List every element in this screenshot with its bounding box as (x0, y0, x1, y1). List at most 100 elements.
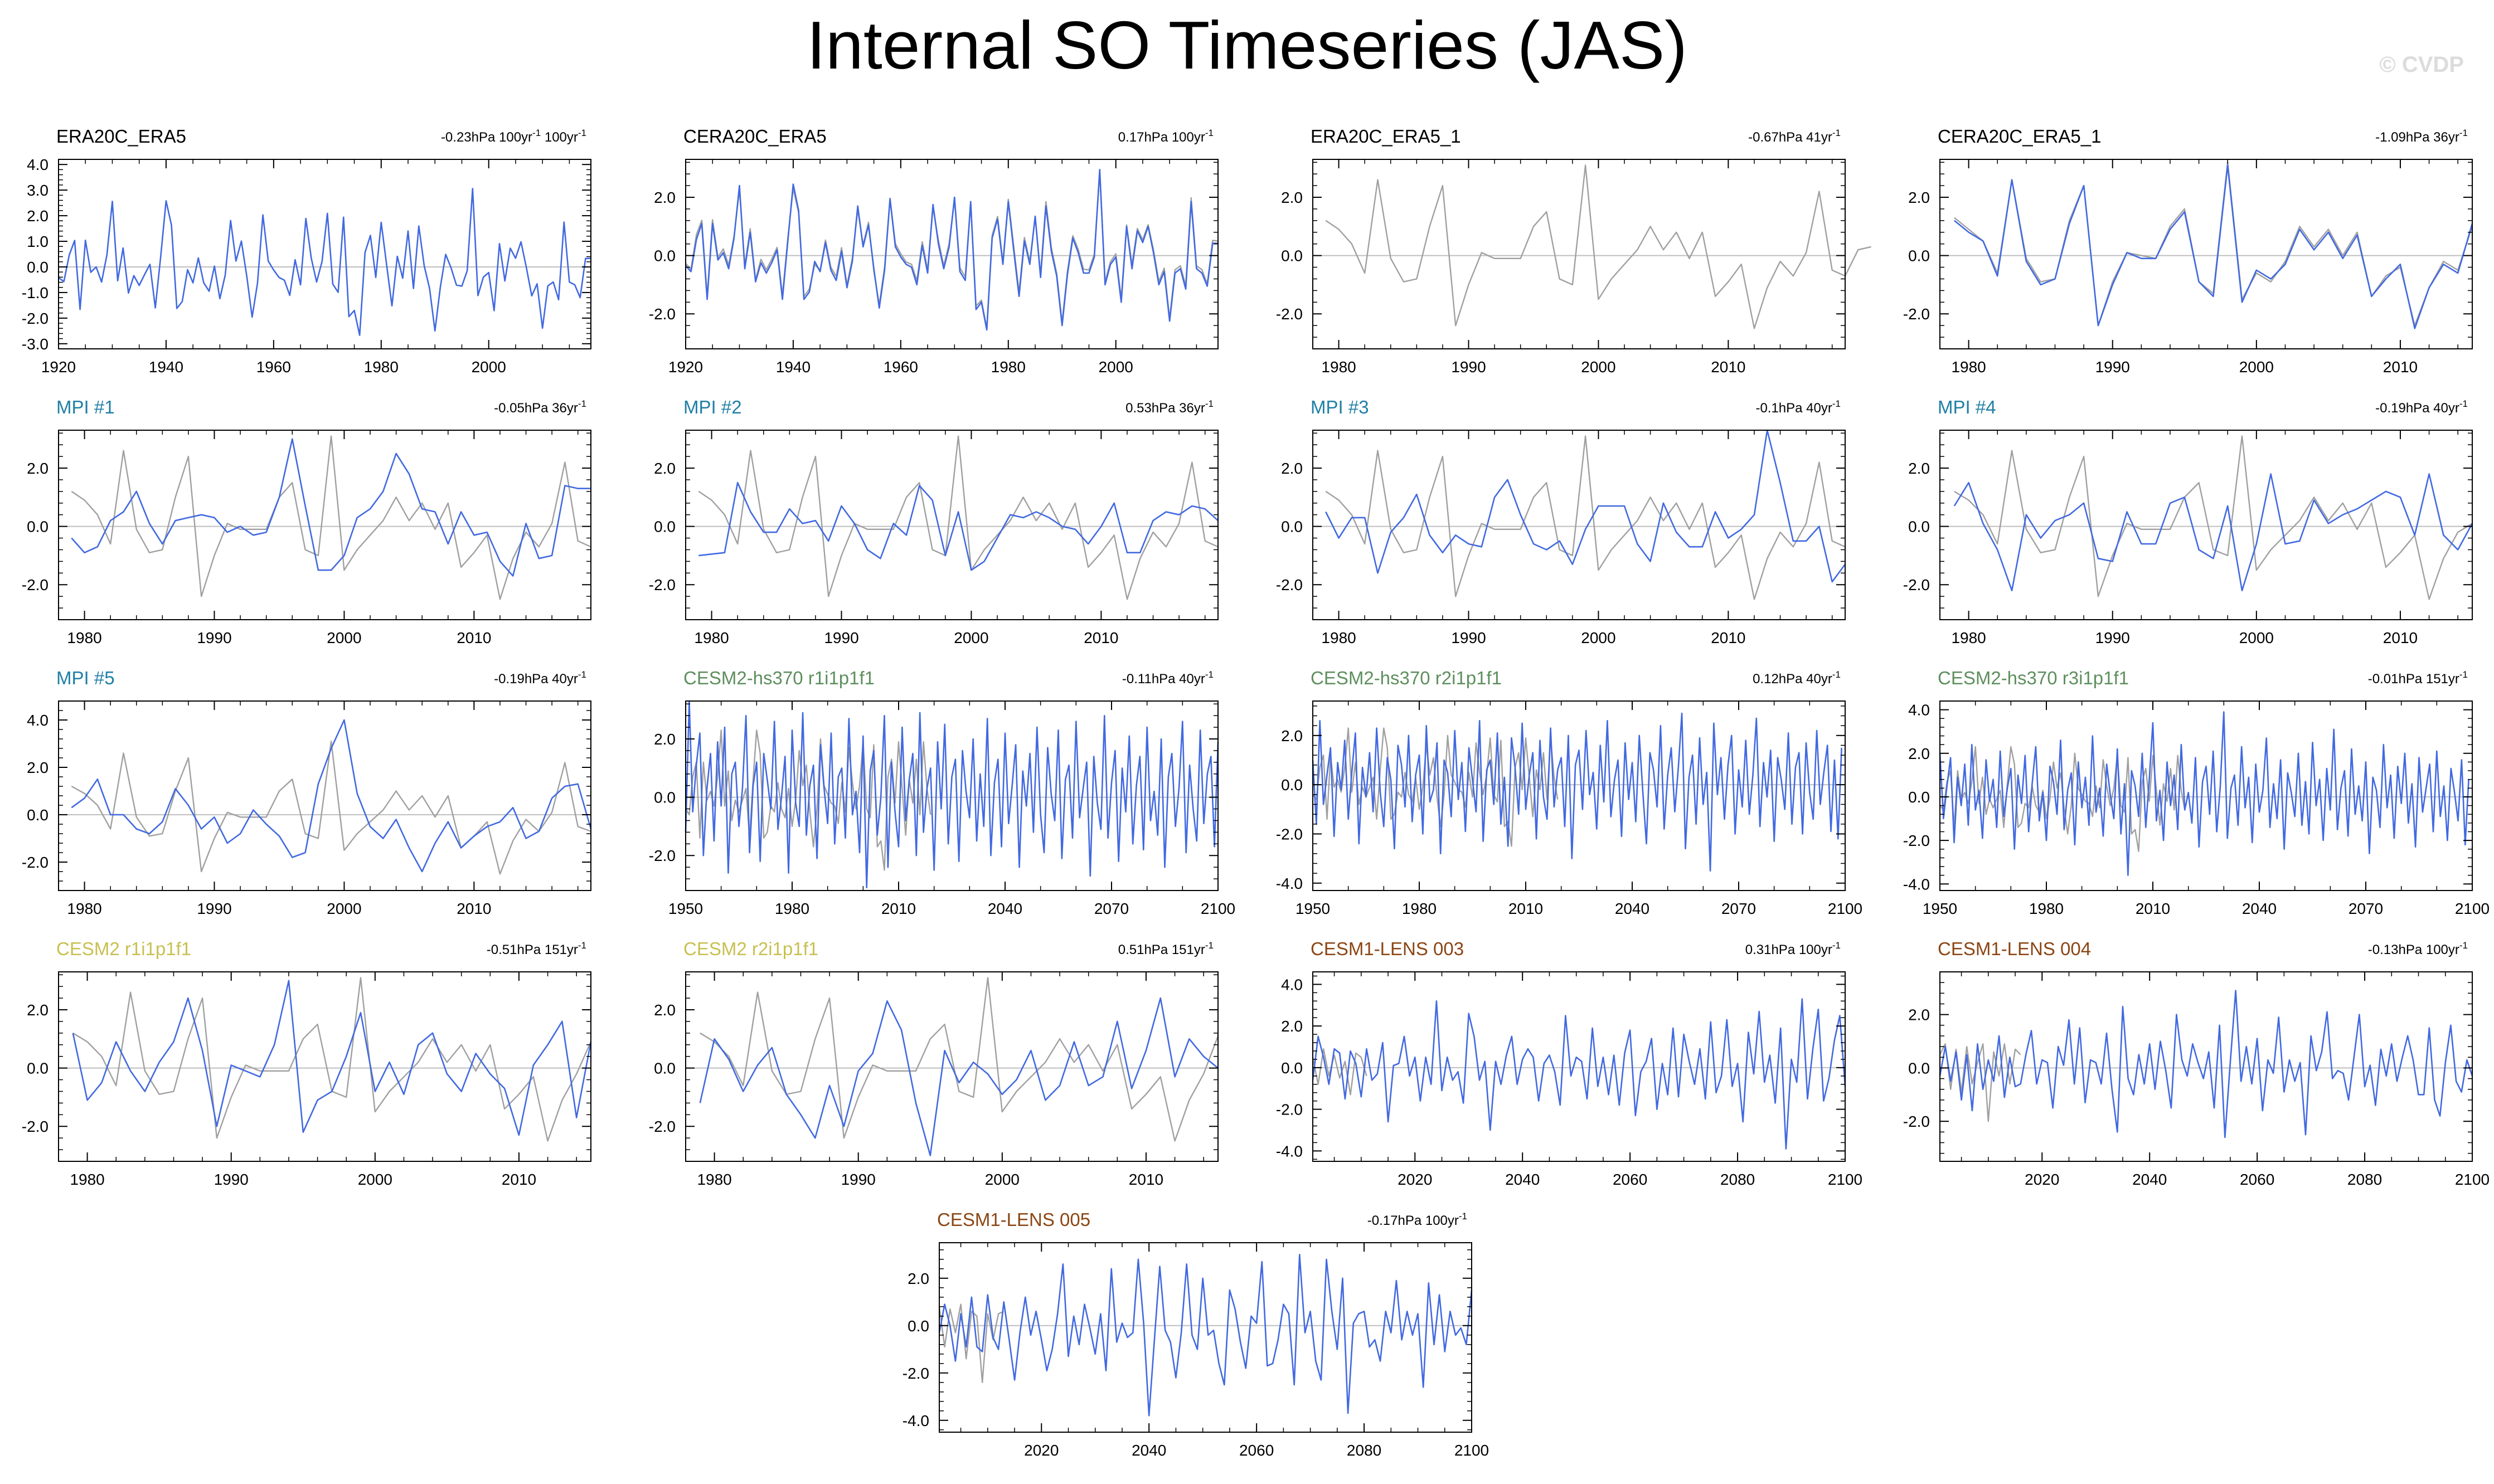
x-tick-label: 2100 (2455, 900, 2490, 917)
x-tick-label: 2000 (1581, 358, 1615, 376)
trend-label: -0.01hPa 151yr-1 (2368, 669, 2468, 687)
x-tick-label: 2040 (1132, 1442, 1166, 1459)
y-tick-label: -2.0 (1276, 305, 1303, 323)
model-series-line (1312, 998, 1846, 1150)
trend-label: -0.13hPa 100yr-1 (2368, 940, 2468, 957)
y-tick-label: 0.0 (1908, 1059, 1930, 1077)
panel-title: ERA20C_ERA5_1 (1311, 126, 1461, 147)
x-tick-label: 2000 (2239, 358, 2274, 376)
chart-panel: MPI #5 -0.19hPa 40yr-1 1980 1990 2000 2010 -2.… (22, 668, 592, 917)
x-tick-label: 1980 (70, 1171, 104, 1188)
panel-title: ERA20C_ERA5 (56, 126, 186, 147)
plot-frame (1939, 430, 2473, 620)
y-tick-label: 2.0 (654, 1001, 676, 1019)
y-tick-label: 0.0 (1908, 247, 1930, 265)
x-tick-label: 2060 (2240, 1171, 2274, 1188)
x-tick-label: 2020 (1024, 1442, 1059, 1459)
y-tick-label: 0.0 (27, 518, 48, 536)
x-tick-label: 1950 (1923, 900, 1957, 917)
plot-frame (685, 971, 1219, 1162)
y-tick-label: -4.0 (1903, 875, 1930, 893)
panel-title: MPI #5 (56, 668, 115, 688)
trend-label: -1.09hPa 36yr-1 (2375, 128, 2468, 145)
model-series-line (685, 168, 1218, 331)
x-tick-label: 1990 (214, 1171, 249, 1188)
x-tick-label: 2000 (358, 1171, 392, 1188)
trend-label: -0.51hPa 151yr-1 (487, 940, 586, 957)
credit-watermark: © CVDP (2379, 52, 2464, 77)
panel-title: MPI #1 (56, 397, 115, 417)
obs-series-line (1312, 727, 1559, 847)
y-tick-label: 2.0 (654, 189, 676, 206)
x-tick-label: 2040 (988, 900, 1022, 917)
y-tick-label: -2.0 (649, 576, 676, 593)
x-tick-label: 2040 (1615, 900, 1649, 917)
chart-panel: MPI #3 -0.1hPa 40yr-1 1980 1990 2000 2010 -2.0… (1276, 397, 1846, 646)
chart-panel: CESM2 r2i1p1f1 0.51hPa 151yr-1 1980 1990 200… (649, 938, 1219, 1188)
panel-title: CESM2-hs370 r3i1p1f1 (1938, 668, 2129, 688)
y-tick-label: 0.0 (1281, 1059, 1303, 1077)
x-tick-label: 1980 (364, 358, 399, 376)
chart-panel: CESM2 r1i1p1f1 -0.51hPa 151yr-1 1980 1990 20… (22, 938, 592, 1188)
y-tick-label: 2.0 (1908, 1006, 1930, 1024)
chart-panel: CERA20C_ERA5 0.17hPa 100yr-1 1920 1940 1960 1… (649, 126, 1219, 376)
panel-title: CESM2-hs370 r2i1p1f1 (1311, 668, 1502, 688)
x-tick-label: 1990 (2095, 358, 2130, 376)
x-tick-label: 2010 (457, 629, 491, 646)
panel-title: MPI #2 (683, 397, 742, 417)
panel-title: MPI #3 (1311, 397, 1369, 417)
trend-label: -0.17hPa 100yr-1 (1367, 1211, 1467, 1228)
y-tick-label: 4.0 (1908, 702, 1930, 719)
trend-label: 0.53hPa 36yr-1 (1125, 398, 1214, 416)
x-tick-label: 2000 (327, 629, 361, 646)
model-series-line (1953, 164, 2473, 329)
chart-panel: CESM2-hs370 r3i1p1f1 -0.01hPa 151yr-1 1950… (1903, 668, 2490, 917)
x-tick-label: 2010 (457, 900, 491, 917)
plot-frame (685, 700, 1219, 891)
plot-frame (1312, 430, 1846, 620)
y-tick-label: -2.0 (649, 847, 676, 864)
y-tick-label: 0.0 (1281, 518, 1303, 536)
x-tick-label: 2080 (1720, 1171, 1755, 1188)
model-series-line (1312, 712, 1842, 872)
plot-frame (1312, 700, 1846, 891)
y-tick-label: 0.0 (654, 518, 676, 536)
x-tick-label: 1980 (697, 1171, 731, 1188)
model-series-line (71, 438, 591, 577)
x-tick-label: 2100 (1201, 900, 1235, 917)
plot-frame (1312, 971, 1846, 1162)
y-tick-label: 2.0 (1281, 189, 1303, 206)
x-tick-label: 1980 (1951, 629, 1986, 646)
x-tick-label: 2010 (502, 1171, 536, 1188)
trend-label: 0.51hPa 151yr-1 (1118, 940, 1214, 957)
plot-frame (58, 700, 591, 891)
model-series-line (1953, 473, 2473, 591)
x-tick-label: 2010 (1508, 900, 1543, 917)
chart-panel: ERA20C_ERA5 -0.23hPa 100yr-1 100yr-1 1920 1… (22, 126, 591, 376)
x-tick-label: 1980 (694, 629, 729, 646)
y-tick-label: 2.0 (1281, 727, 1303, 745)
obs-series-line (1325, 164, 1871, 329)
y-tick-label: 2.0 (1281, 1018, 1303, 1035)
x-tick-label: 1990 (197, 629, 231, 646)
x-tick-label: 1990 (841, 1171, 876, 1188)
x-tick-label: 2010 (881, 900, 916, 917)
obs-series-line (1954, 435, 2473, 600)
chart-panel: CESM1-LENS 005 -0.17hPa 100yr-1 2020 2040 20… (903, 1209, 1489, 1459)
x-tick-label: 1980 (775, 900, 809, 917)
y-tick-label: 2.0 (654, 460, 676, 477)
x-tick-label: 2070 (1094, 900, 1129, 917)
model-series-line (1939, 990, 2473, 1138)
x-tick-label: 2070 (1721, 900, 1756, 917)
x-tick-label: 1940 (776, 358, 811, 376)
x-tick-label: 2040 (2132, 1171, 2167, 1188)
obs-series-line (1325, 435, 1846, 600)
y-tick-label: 0.0 (654, 247, 676, 265)
x-tick-label: 1990 (1451, 358, 1486, 376)
y-tick-label: -4.0 (903, 1412, 929, 1429)
plot-frame (939, 1242, 1472, 1433)
model-series-line (72, 980, 592, 1136)
x-tick-label: 2080 (1347, 1442, 1381, 1459)
y-tick-label: -2.0 (903, 1365, 929, 1382)
x-tick-label: 2000 (2239, 629, 2274, 646)
